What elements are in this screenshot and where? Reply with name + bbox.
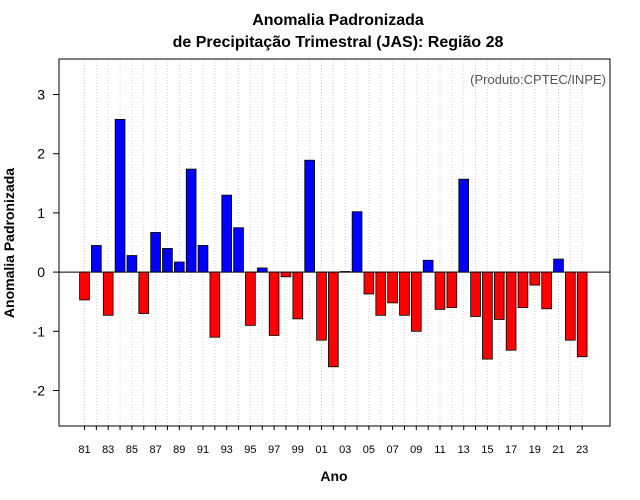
bar-96 (256, 267, 268, 273)
bar-12 (446, 271, 458, 309)
bar-91 (197, 245, 209, 273)
bar-09 (410, 271, 422, 332)
bar-08 (399, 271, 410, 316)
bar-88 (162, 248, 173, 273)
bar-07 (387, 271, 398, 304)
bar-13 (458, 178, 469, 273)
bar-99 (292, 271, 304, 320)
y-tick-label: 2 (37, 146, 45, 162)
bar-02 (328, 271, 339, 368)
bar-83 (102, 271, 114, 316)
y-tick-label: 0 (37, 264, 45, 280)
plot-frame (58, 58, 611, 427)
bar-05 (363, 271, 375, 295)
y-axis-title: Anomalia Padronizada (1, 168, 17, 318)
chart-subtitle: de Precipitação Trimestral (JAS): Região… (173, 34, 504, 51)
x-tick-label: 21 (552, 444, 564, 456)
bar-95 (245, 271, 256, 326)
bar-22 (565, 271, 576, 341)
chart-title: Anomalia Padronizada (252, 12, 424, 29)
bar-85 (126, 255, 138, 273)
bar-15 (482, 271, 493, 360)
x-tick-label: 91 (197, 444, 209, 456)
x-tick-label: 81 (78, 444, 90, 456)
bar-17 (505, 271, 517, 351)
bar-11 (434, 271, 446, 310)
x-tick-label: 05 (363, 444, 375, 456)
x-tick-label: 95 (244, 444, 256, 456)
x-tick-label: 87 (149, 444, 161, 456)
bar-21 (553, 258, 564, 273)
bar-98 (280, 271, 292, 278)
y-tick-label: 3 (37, 87, 45, 103)
bar-20 (541, 271, 552, 310)
x-tick-label: 09 (410, 444, 422, 456)
x-tick-label: 93 (221, 444, 233, 456)
bar-86 (138, 271, 150, 314)
x-tick-label: 13 (458, 444, 470, 456)
x-tick-label: 97 (268, 444, 280, 456)
x-tick-label: 99 (292, 444, 304, 456)
y-tick-label: -1 (33, 323, 46, 339)
x-axis: 81 83 85 87 89 91 93 95 97 99 01 03 05 07 09 11 13 15 17 19… (78, 426, 588, 456)
x-tick-label: 01 (315, 444, 327, 456)
bar-18 (517, 271, 529, 309)
bar-23 (576, 271, 588, 358)
x-tick-label: 83 (102, 444, 114, 456)
bar-06 (375, 271, 387, 316)
x-tick-label: 23 (576, 444, 588, 456)
y-tick-label: -2 (33, 382, 46, 398)
credit-annotation: (Produto:CPTEC/INPE) (470, 72, 606, 87)
bars (79, 118, 588, 368)
x-tick-label: 15 (481, 444, 493, 456)
bar-84 (114, 118, 126, 273)
bar-93 (221, 194, 233, 273)
bar-00 (304, 159, 315, 273)
x-axis-title: Ano (320, 468, 347, 484)
bar-82 (91, 245, 102, 273)
bar-90 (185, 168, 197, 273)
bar-01 (316, 271, 327, 341)
x-tick-label: 17 (505, 444, 517, 456)
bar-97 (268, 271, 280, 336)
bar-16 (493, 271, 505, 320)
x-tick-label: 07 (386, 444, 398, 456)
x-tick-label: 89 (173, 444, 185, 456)
bar-87 (150, 232, 161, 273)
x-tick-label: 11 (434, 444, 445, 456)
x-tick-label: 19 (529, 444, 541, 456)
bar-94 (233, 227, 244, 273)
bar-14 (470, 271, 481, 317)
bar-92 (209, 271, 221, 338)
bar-81 (79, 271, 90, 301)
bar-04 (351, 211, 363, 273)
x-tick-label: 03 (339, 444, 351, 456)
x-tick-label: 85 (126, 444, 138, 456)
bar-89 (173, 261, 185, 273)
bar-19 (529, 271, 541, 286)
y-axis: -2 -1 0 1 2 3 (33, 87, 59, 398)
bar-10 (422, 259, 434, 273)
y-tick-label: 1 (37, 205, 45, 221)
